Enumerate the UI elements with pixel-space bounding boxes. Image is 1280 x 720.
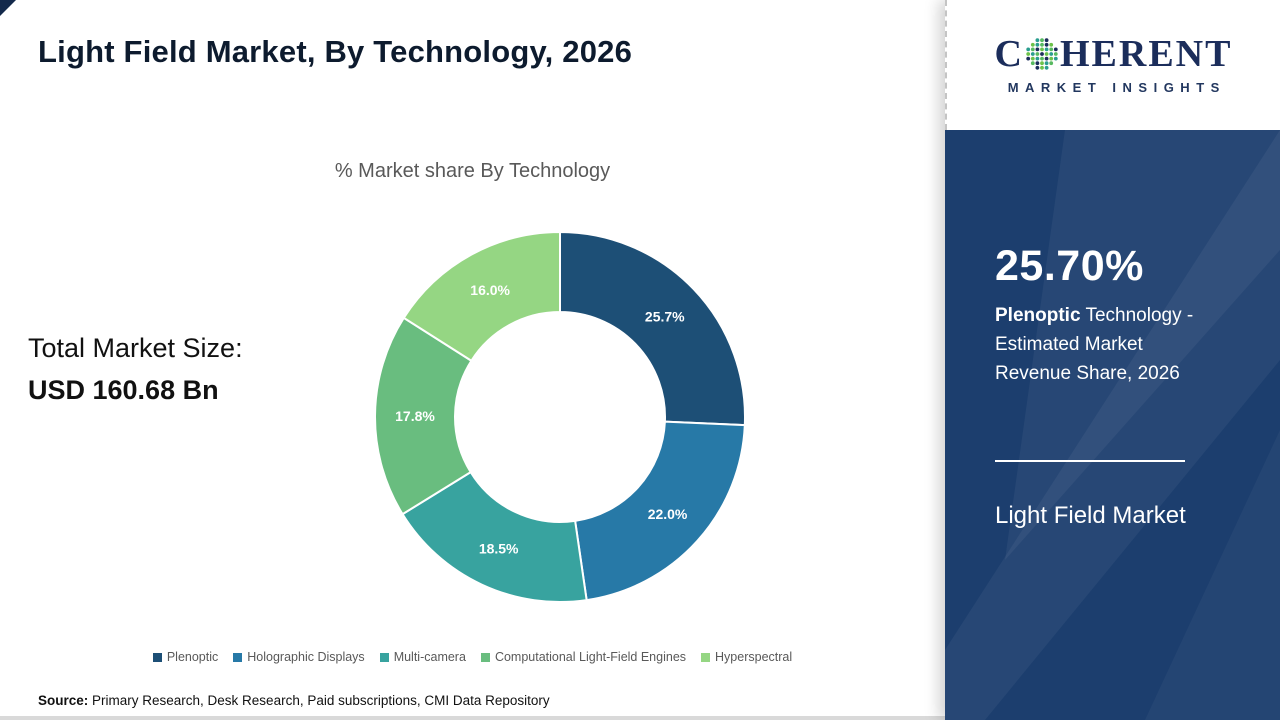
sidebar-body: 25.70% Plenoptic Technology - Estimated … <box>945 130 1280 720</box>
donut-chart: 25.7% 22.0% 18.5% 17.8% 16.0% <box>374 230 746 603</box>
sidebar-title: Light Field Market <box>995 502 1186 529</box>
brand-letter-c: C <box>994 33 1024 75</box>
donut-label-2: 18.5% <box>479 540 519 556</box>
stat-description: Plenoptic Technology - Estimated Market … <box>995 302 1220 389</box>
legend-swatch <box>152 652 162 662</box>
brand-tagline: MARKET INSIGHTS <box>1007 80 1226 95</box>
donut-segment-4 <box>402 230 561 363</box>
chart-legend: Plenoptic Holographic Displays Multi-camer… <box>0 650 945 664</box>
total-market-size: Total Market Size: USD 160.68 Bn <box>28 328 243 412</box>
legend-item: Computational Light-Field Engines <box>480 650 687 664</box>
legend-swatch <box>233 652 243 662</box>
total-market-label: Total Market Size: <box>28 333 243 363</box>
stat-description-text: Technology - Estimated Market Revenue Sh… <box>995 305 1194 384</box>
sidebar-logo-area: C HERENT MARKET INSIGHTS <box>945 0 1280 130</box>
bottom-divider <box>0 716 945 720</box>
logo-globe-icon <box>1026 38 1058 70</box>
sidebar-texture <box>945 130 1280 720</box>
source-label: Source: <box>38 693 89 708</box>
donut-segment-3 <box>374 316 473 516</box>
legend-item: Multi-camera <box>379 650 466 664</box>
donut-segment-0 <box>559 230 746 427</box>
brand-wordmark: C HERENT <box>995 35 1233 73</box>
donut-label-0: 25.7% <box>645 309 685 325</box>
legend-item: Hyperspectral <box>701 650 792 664</box>
legend-swatch <box>701 652 711 662</box>
stat-description-bold: Plenoptic <box>995 305 1081 326</box>
donut-label-3: 17.8% <box>395 408 435 424</box>
corner-accent <box>0 0 16 16</box>
legend-item: Holographic Displays <box>233 650 365 664</box>
legend-label: Multi-camera <box>393 650 466 664</box>
chart-subtitle: % Market share By Technology <box>334 160 611 182</box>
sidebar: C HERENT MARKET INSIGHTS 25.70% Plenopti… <box>945 0 1280 720</box>
donut-label-4: 16.0% <box>470 282 510 298</box>
total-market-value: USD 160.68 Bn <box>28 374 219 405</box>
legend-label: Computational Light-Field Engines <box>494 650 687 664</box>
donut-label-1: 22.0% <box>648 506 688 522</box>
page-title: Light Field Market, By Technology, 2026 <box>38 34 633 69</box>
source-note: Source: Primary Research, Desk Research,… <box>38 693 550 708</box>
legend-swatch <box>379 652 389 662</box>
legend-swatch <box>480 652 490 662</box>
source-text: Primary Research, Desk Research, Paid su… <box>88 693 550 708</box>
main-panel: Light Field Market, By Technology, 2026 … <box>0 0 945 720</box>
legend-label: Holographic Displays <box>247 650 365 664</box>
donut-segment-1 <box>573 420 746 602</box>
legend-label: Plenoptic <box>166 650 219 664</box>
stat-value: 25.70% <box>995 242 1144 290</box>
brand-letters-rest: HERENT <box>1059 33 1233 75</box>
legend-item: Plenoptic <box>152 650 219 664</box>
sidebar-divider <box>995 460 1185 462</box>
legend-label: Hyperspectral <box>715 650 793 664</box>
